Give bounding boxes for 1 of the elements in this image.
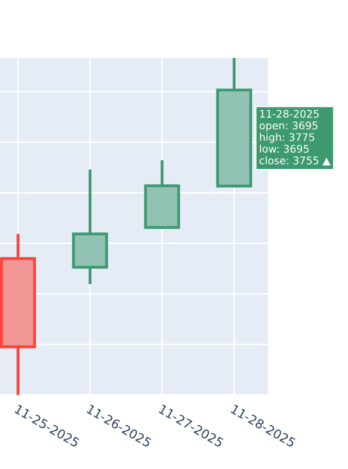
annotation: 11-28-2025 open: 3695 high: 3775 low: 3695 close: 3755 ▲ [260,110,330,166]
